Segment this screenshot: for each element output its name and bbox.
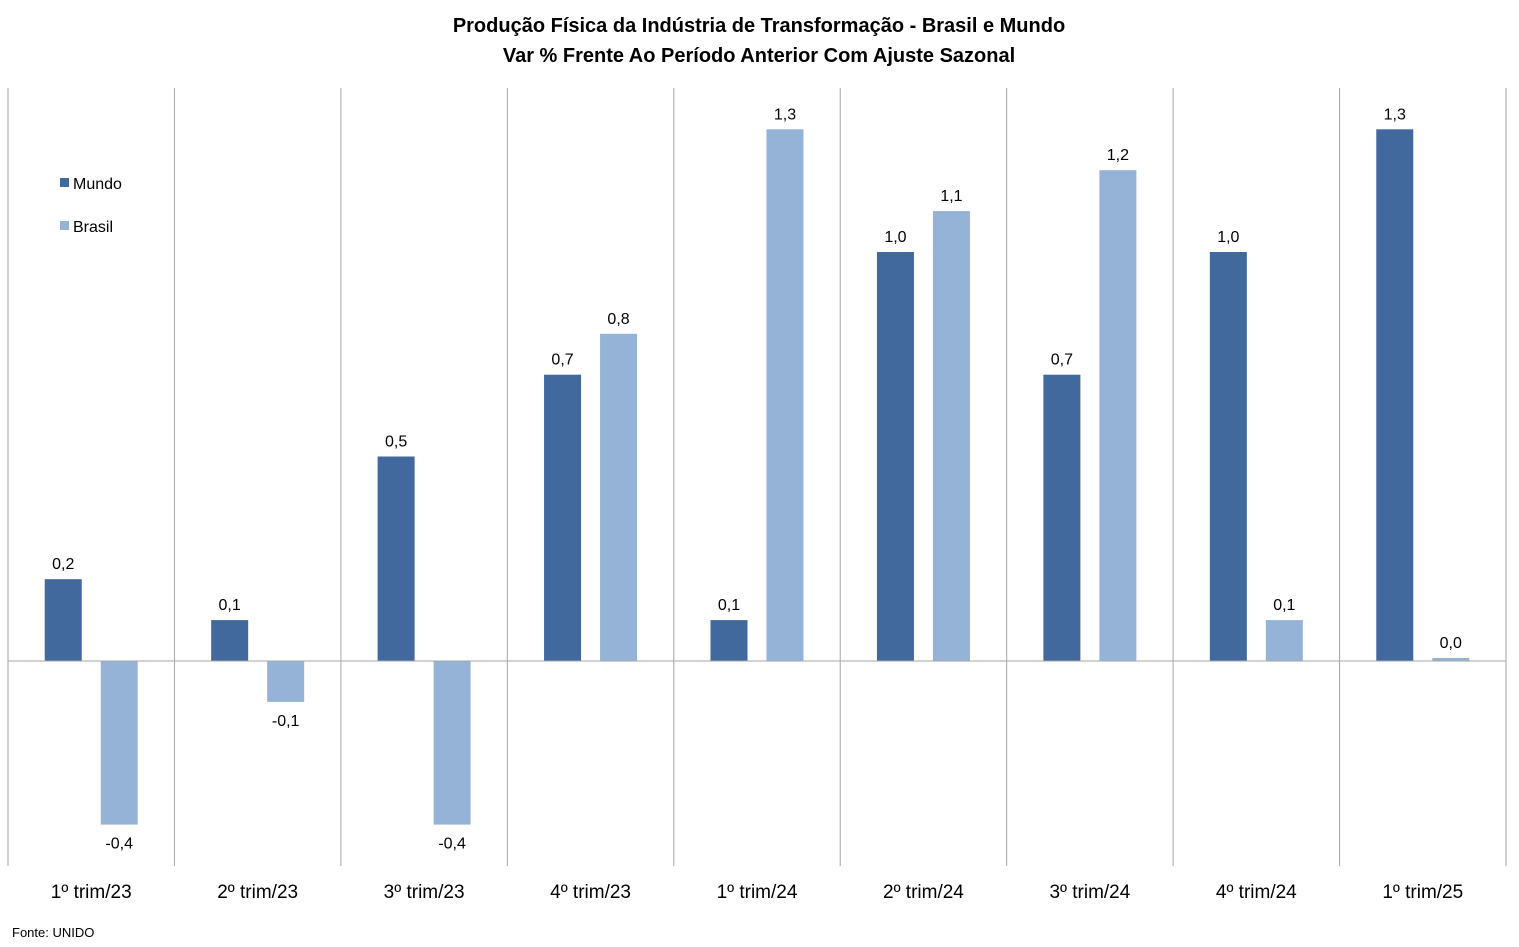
data-label-mundo: 0,5 (385, 434, 407, 451)
data-label-mundo: 0,2 (52, 556, 74, 573)
bar-brasil (932, 211, 970, 661)
data-label-brasil: -0,4 (105, 836, 133, 853)
bar-brasil (1099, 170, 1137, 661)
legend: Mundo Brasil (60, 176, 122, 236)
data-label-brasil: 0,1 (1273, 597, 1295, 614)
bar-mundo (211, 620, 249, 661)
x-tick-label: 3º trim/23 (384, 882, 465, 903)
data-label-brasil: 1,2 (1107, 147, 1129, 164)
data-label-mundo: 0,7 (1051, 352, 1073, 369)
x-tick-label: 2º trim/24 (883, 882, 964, 903)
data-label-mundo: 0,1 (718, 597, 740, 614)
data-label-mundo: 1,0 (1217, 229, 1239, 246)
data-label-brasil: 0,8 (607, 311, 629, 328)
data-label-mundo: 1,0 (884, 229, 906, 246)
x-tick-label: 4º trim/24 (1216, 882, 1297, 903)
legend-label-mundo: Mundo (73, 176, 122, 193)
bar-mundo (1376, 129, 1414, 662)
data-label-mundo: 1,3 (1384, 106, 1406, 123)
bar-brasil (267, 661, 305, 702)
data-label-brasil: -0,4 (438, 836, 466, 853)
bar-mundo (1043, 374, 1081, 661)
legend-swatch-brasil (60, 221, 69, 230)
bar-mundo (710, 620, 748, 661)
data-label-mundo: 0,7 (551, 352, 573, 369)
bar-brasil (600, 333, 638, 661)
x-tick-label: 3º trim/24 (1049, 882, 1130, 903)
x-tick-label: 1º trim/25 (1382, 882, 1463, 903)
x-tick-label: 1º trim/24 (717, 882, 798, 903)
bar-brasil (433, 661, 471, 825)
bar-brasil (1265, 620, 1303, 661)
legend-swatch-mundo (60, 178, 69, 187)
bar-mundo (544, 374, 582, 661)
x-tick-label: 2º trim/23 (217, 882, 298, 903)
bar-brasil (1432, 658, 1470, 661)
x-tick-label: 4º trim/23 (550, 882, 631, 903)
data-label-mundo: 0,1 (219, 597, 241, 614)
data-label-brasil: 1,1 (940, 188, 962, 205)
bar-mundo (377, 456, 415, 661)
bar-mundo (1209, 252, 1247, 661)
bar-brasil (766, 129, 804, 662)
bar-mundo (876, 252, 914, 661)
data-label-brasil: 0,0 (1440, 635, 1462, 652)
bar-brasil (100, 661, 138, 825)
bar-mundo (44, 579, 82, 661)
x-tick-label: 1º trim/23 (51, 882, 132, 903)
source-note: Fonte: UNIDO (12, 925, 95, 940)
data-label-brasil: 1,3 (774, 106, 796, 123)
chart-subtitle: Var % Frente Ao Período Anterior Com Aju… (503, 45, 1015, 67)
chart-title: Produção Física da Indústria de Transfor… (453, 15, 1065, 37)
data-label-brasil: -0,1 (272, 713, 300, 730)
legend-label-brasil: Brasil (73, 219, 113, 236)
plot-area: 0,2 0,1 0,5 0,7 0,1 1,0 0,7 1,0 1,3 -0,4 -0,1 -0,4 0… (7, 88, 1507, 903)
